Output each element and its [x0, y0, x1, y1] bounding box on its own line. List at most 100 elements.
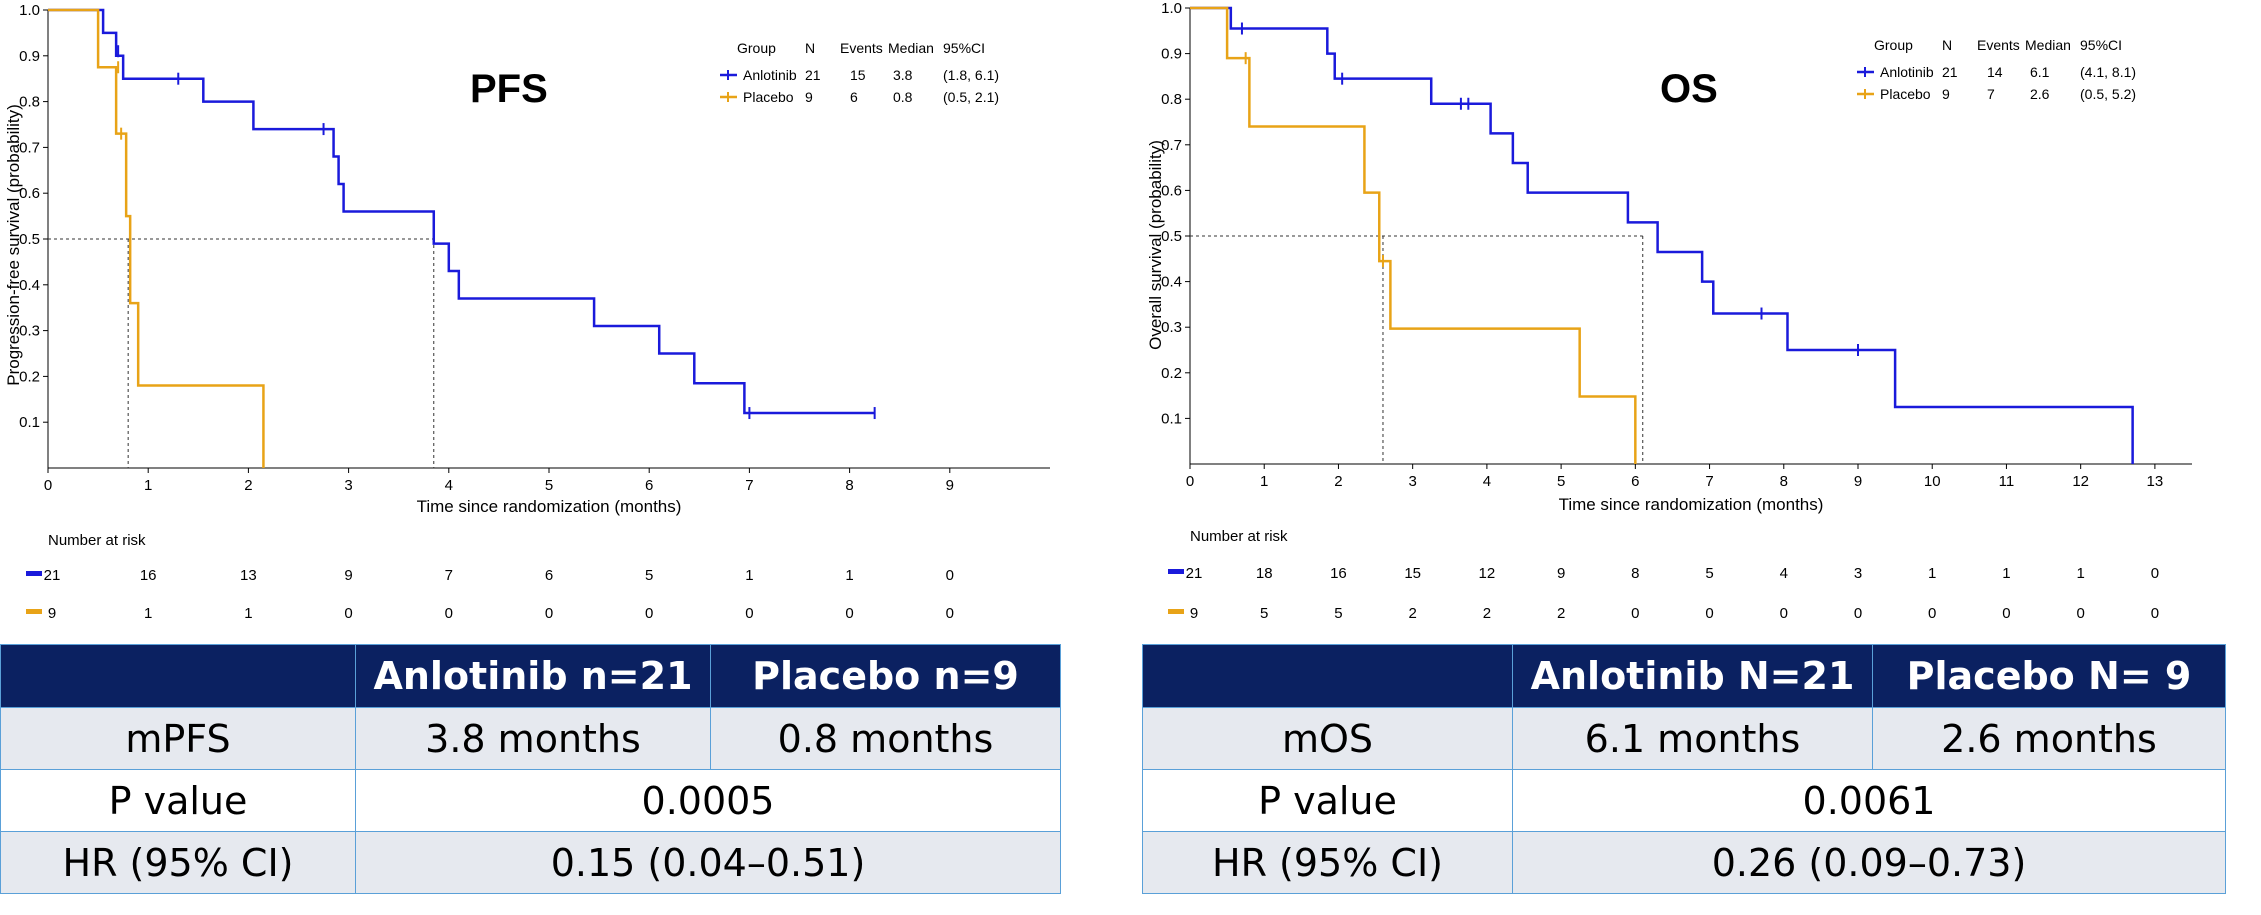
series-line-placebo — [1190, 6, 1637, 464]
risk-count: 0 — [545, 605, 553, 622]
legend-median: 0.8 — [893, 89, 913, 105]
risk-row-swatch — [26, 609, 42, 614]
x-tick-label: 5 — [1557, 473, 1565, 490]
x-tick-label: 9 — [1854, 473, 1862, 490]
y-tick-label: 0.2 — [1161, 365, 1182, 382]
row-label: mOS — [1142, 707, 1513, 770]
y-tick-label: 0.9 — [1161, 46, 1182, 63]
x-tick-label: 5 — [545, 477, 553, 494]
legend-group: Anlotinib — [1880, 64, 1934, 80]
risk-count: 9 — [1190, 605, 1198, 622]
risk-count: 21 — [44, 567, 61, 584]
legend-header: Median — [888, 40, 934, 56]
y-axis-title: Overall survival (probability) — [1146, 140, 1165, 350]
x-tick-label: 9 — [946, 477, 954, 494]
risk-count: 0 — [1631, 605, 1639, 622]
series-line-anlotinib — [1190, 6, 2134, 464]
risk-count: 13 — [240, 567, 257, 584]
x-tick-label: 3 — [1408, 473, 1416, 490]
y-tick-label: 0.6 — [1161, 182, 1182, 199]
risk-count: 4 — [1780, 565, 1788, 582]
risk-count: 0 — [1780, 605, 1788, 622]
x-tick-label: 2 — [244, 477, 252, 494]
y-tick-label: 0.5 — [19, 231, 40, 248]
risk-count: 5 — [1334, 605, 1342, 622]
row-label: P value — [0, 769, 356, 832]
legend-events: 7 — [1987, 86, 1995, 102]
y-tick-label: 0.4 — [1161, 274, 1182, 291]
x-tick-label: 11 — [1999, 473, 2015, 490]
p-value: 0.0061 — [1512, 769, 2226, 832]
hr-value: 0.26 (0.09–0.73) — [1512, 831, 2226, 894]
x-tick-label: 3 — [344, 477, 352, 494]
risk-count: 0 — [745, 605, 753, 622]
pfs-km-chart: PFS Time since randomization (months) Pr… — [4, 2, 1050, 622]
x-tick-label: 8 — [845, 477, 853, 494]
x-tick-label: 6 — [1631, 473, 1639, 490]
risk-count: 7 — [445, 567, 453, 584]
risk-count: 2 — [1557, 605, 1565, 622]
x-tick-label: 2 — [1334, 473, 1342, 490]
x-tick-label: 6 — [645, 477, 653, 494]
legend-ci: (4.1, 8.1) — [2080, 64, 2136, 80]
risk-count: 0 — [645, 605, 653, 622]
x-tick-label: 0 — [44, 477, 52, 494]
series-line-anlotinib — [48, 8, 875, 415]
risk-row-swatch — [1168, 609, 1184, 614]
legend-n: 21 — [805, 67, 821, 83]
legend-header: Events — [1977, 37, 2020, 53]
y-tick-label: 0.4 — [19, 277, 40, 294]
legend-n: 9 — [1942, 86, 1950, 102]
risk-count: 0 — [1854, 605, 1862, 622]
header-placebo: Placebo n=9 — [710, 644, 1061, 708]
legend-n: 9 — [805, 89, 813, 105]
risk-count: 16 — [1330, 565, 1347, 582]
risk-count: 0 — [946, 567, 954, 584]
risk-count: 1 — [2002, 565, 2010, 582]
legend-median: 3.8 — [893, 67, 913, 83]
table-row: HR (95% CI) 0.26 (0.09–0.73) — [1142, 831, 2226, 894]
series-line-placebo — [48, 8, 265, 468]
x-tick-label: 4 — [445, 477, 453, 494]
risk-count: 2 — [1483, 605, 1491, 622]
risk-count: 0 — [2151, 605, 2159, 622]
row-label: mPFS — [0, 707, 356, 770]
hr-value: 0.15 (0.04–0.51) — [355, 831, 1061, 894]
header-blank — [1142, 644, 1513, 708]
anlotinib-value: 6.1 months — [1512, 707, 1873, 770]
p-value: 0.0005 — [355, 769, 1061, 832]
table-row: P value 0.0061 — [1142, 769, 2226, 832]
risk-count: 1 — [745, 567, 753, 584]
x-axis-title: Time since randomization (months) — [1559, 495, 1824, 514]
risk-table-title: Number at risk — [1190, 528, 1288, 545]
table-row: P value 0.0005 — [0, 769, 1061, 832]
legend-header: 95%CI — [943, 40, 985, 56]
risk-count: 15 — [1404, 565, 1421, 582]
risk-count: 1 — [845, 567, 853, 584]
y-tick-label: 0.3 — [1161, 319, 1182, 336]
x-tick-label: 7 — [745, 477, 753, 494]
x-tick-label: 8 — [1780, 473, 1788, 490]
x-tick-label: 1 — [1260, 473, 1268, 490]
x-axis-title: Time since randomization (months) — [417, 497, 682, 516]
y-tick-label: 0.9 — [19, 48, 40, 65]
pfs-panel: PFS Time since randomization (months) Pr… — [0, 0, 1100, 915]
y-tick-label: 0.5 — [1161, 228, 1182, 245]
y-tick-label: 1.0 — [19, 2, 40, 19]
risk-count: 9 — [1557, 565, 1565, 582]
risk-count: 18 — [1256, 565, 1273, 582]
risk-table-title: Number at risk — [48, 532, 146, 549]
placebo-value: 2.6 months — [1872, 707, 2226, 770]
x-tick-label: 0 — [1186, 473, 1194, 490]
os-summary-table: Anlotinib N=21 Placebo N= 9 mOS 6.1 mont… — [1142, 644, 2226, 894]
x-tick-label: 10 — [1924, 473, 1941, 490]
x-tick-label: 1 — [144, 477, 152, 494]
legend: Group N Events Median 95%CI Anlotinib 21 15 3.8 (… — [720, 40, 999, 105]
risk-row-swatch — [26, 571, 42, 576]
legend-median: 6.1 — [2030, 64, 2050, 80]
y-tick-label: 0.2 — [19, 368, 40, 385]
header-anlotinib: Anlotinib n=21 — [355, 644, 711, 708]
risk-count: 6 — [545, 567, 553, 584]
x-tick-label: 4 — [1483, 473, 1491, 490]
legend-events: 15 — [850, 67, 866, 83]
